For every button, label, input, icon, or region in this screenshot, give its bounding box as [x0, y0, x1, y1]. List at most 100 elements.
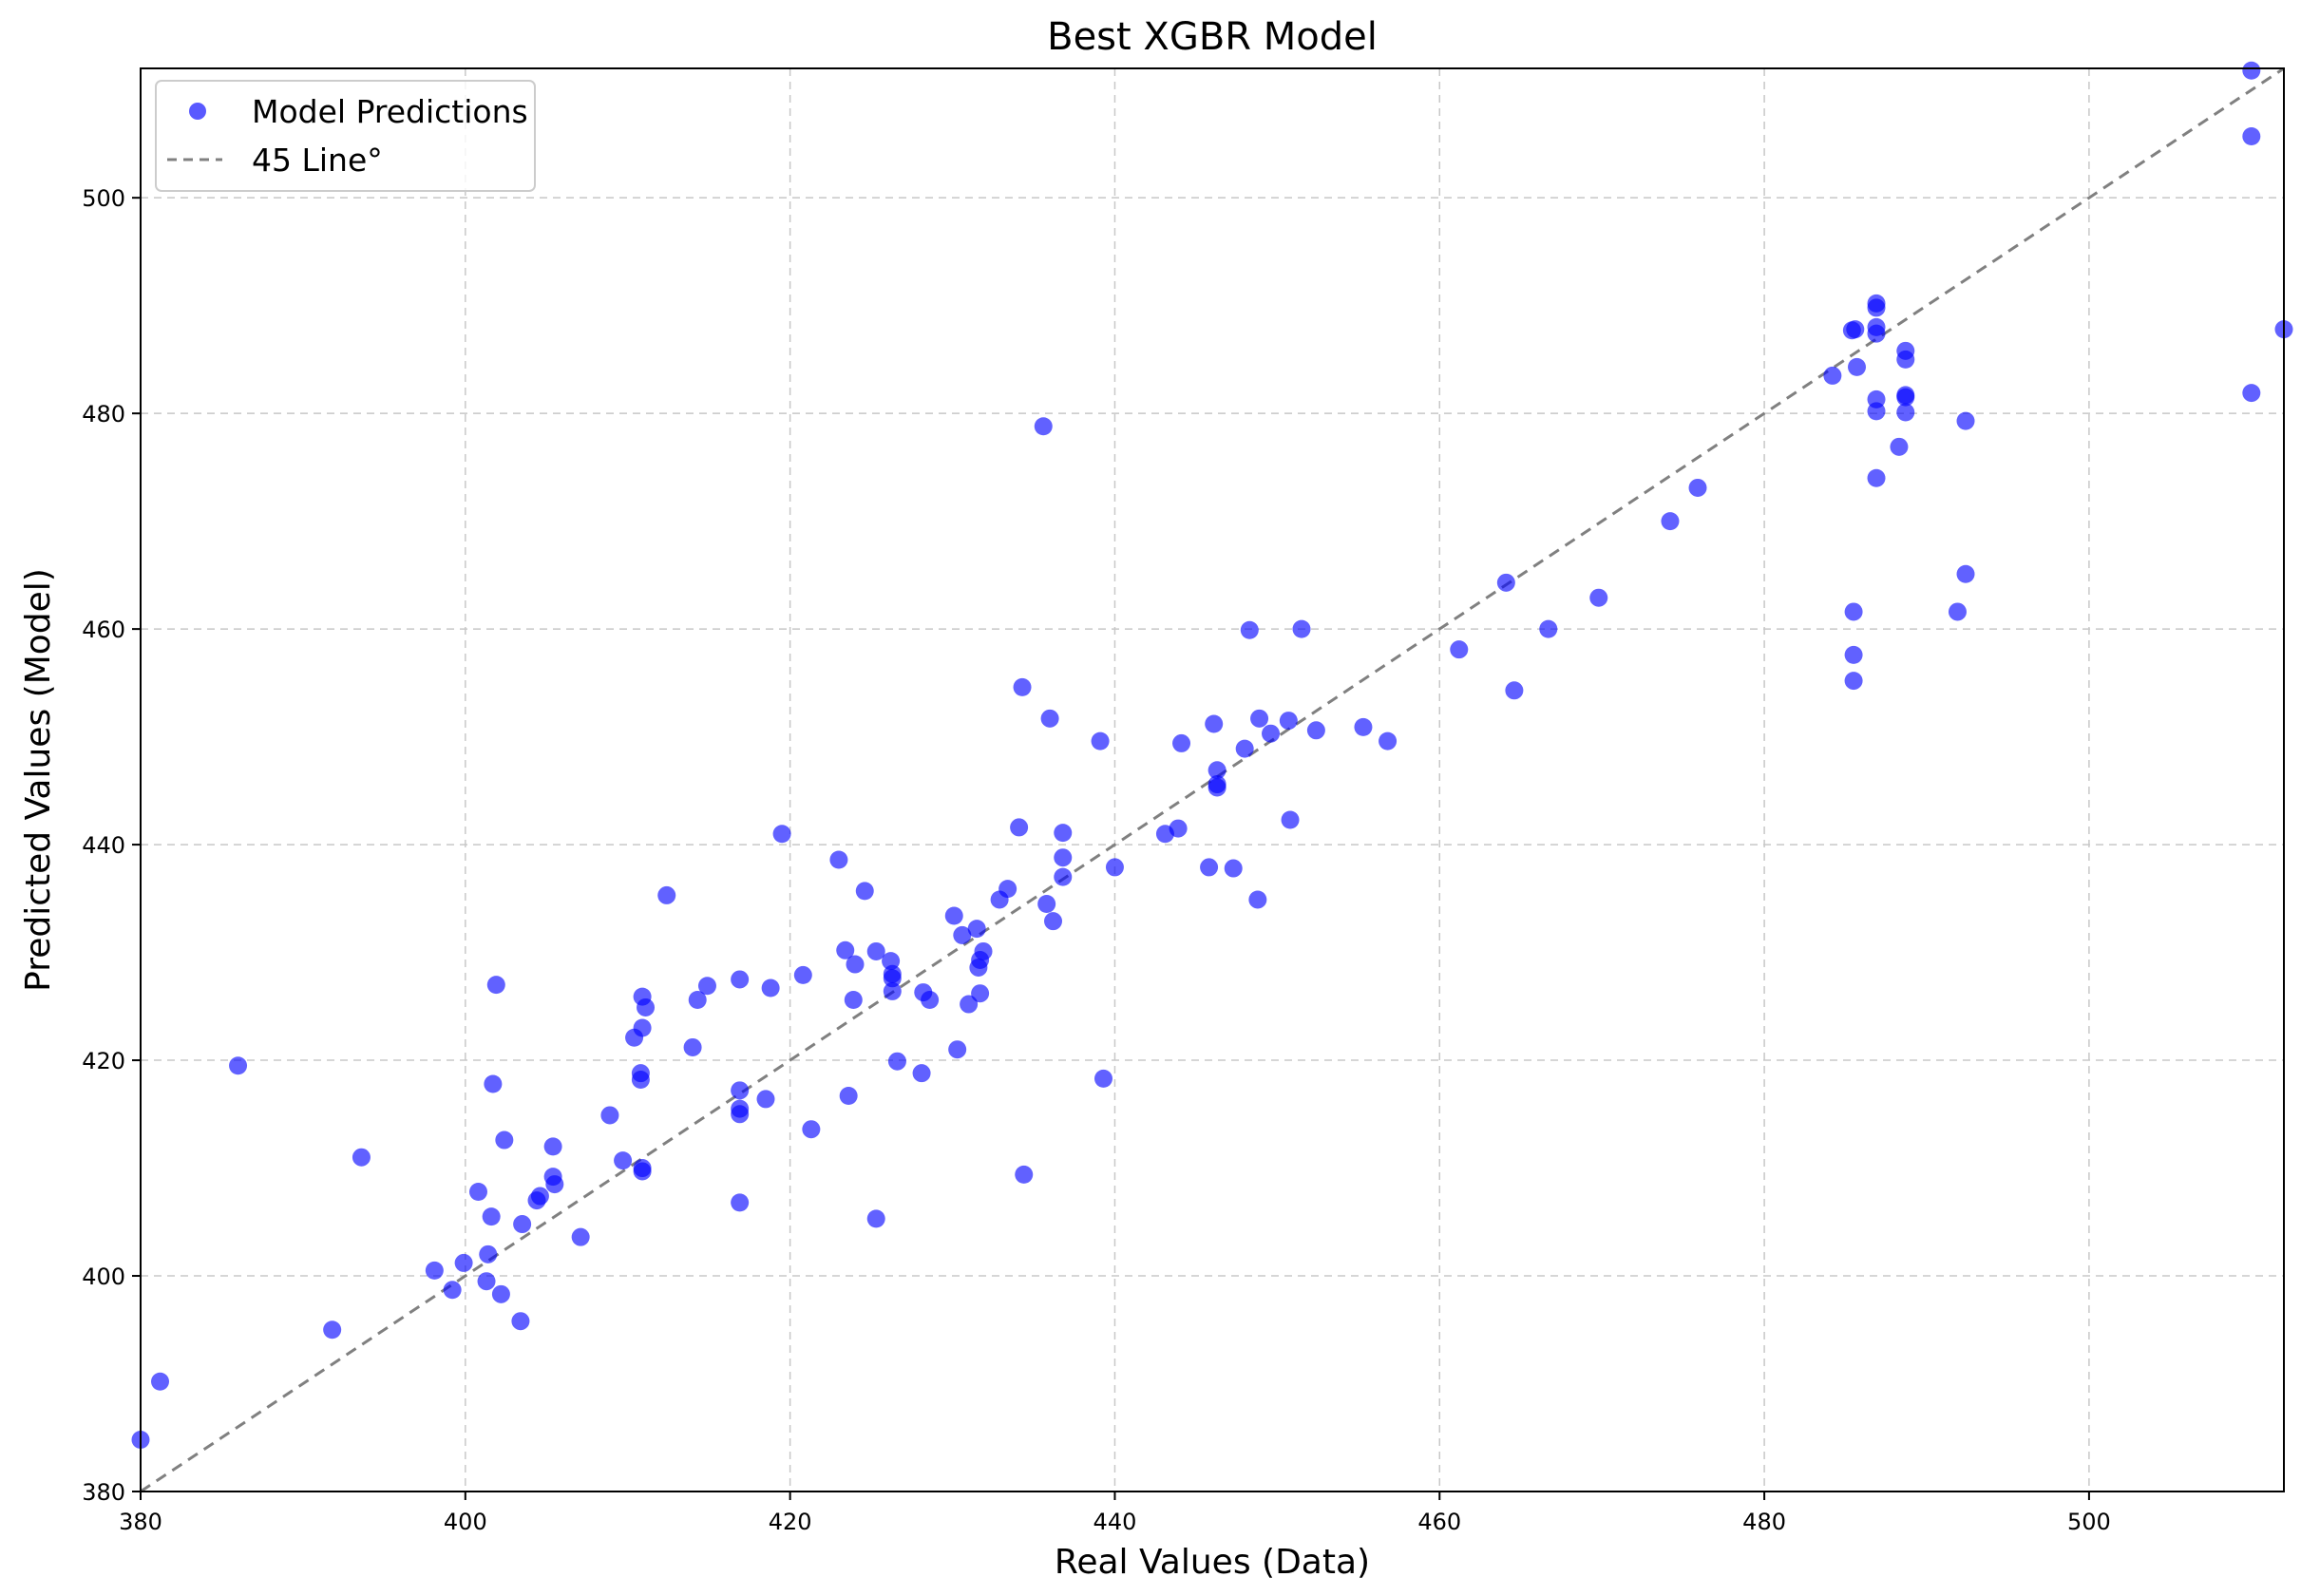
data-point: [1890, 437, 1909, 456]
data-point: [1240, 620, 1259, 639]
data-point: [866, 941, 885, 960]
data-point: [1896, 386, 1915, 405]
data-point: [1208, 775, 1227, 794]
data-point: [1661, 512, 1680, 531]
data-point: [1262, 724, 1281, 743]
data-point: [1948, 602, 1967, 621]
data-point: [1896, 341, 1915, 360]
x-tick-label: 400: [444, 1509, 487, 1535]
y-tick-label: 460: [82, 617, 125, 643]
data-point: [443, 1281, 462, 1300]
data-point: [468, 1183, 487, 1202]
data-point: [1224, 859, 1243, 878]
data-point: [530, 1187, 549, 1206]
y-tick-label: 400: [82, 1264, 125, 1290]
data-point: [1844, 672, 1863, 691]
data-point: [1279, 712, 1298, 731]
data-point: [1091, 732, 1110, 750]
y-tick-label: 420: [82, 1048, 125, 1074]
data-point: [1208, 761, 1227, 780]
data-point: [1956, 564, 1975, 583]
grid-lines: [141, 68, 2284, 1492]
data-point: [836, 940, 855, 960]
data-point: [614, 1151, 633, 1170]
data-point: [1281, 810, 1300, 829]
data-point: [633, 1018, 652, 1037]
data-point: [1846, 320, 1865, 339]
data-point: [1054, 824, 1073, 843]
data-point: [151, 1372, 170, 1391]
data-point: [697, 977, 716, 996]
data-point: [912, 1064, 931, 1083]
x-tick-label: 380: [119, 1509, 162, 1535]
data-point: [1105, 858, 1124, 877]
data-point: [1015, 1165, 1034, 1184]
data-point: [323, 1320, 342, 1340]
data-point: [2242, 61, 2261, 80]
data-point: [683, 1037, 702, 1056]
data-point: [545, 1175, 564, 1194]
x-tick-label: 440: [1093, 1509, 1137, 1535]
data-point: [731, 970, 750, 989]
data-point: [1450, 640, 1469, 659]
data-point: [482, 1207, 501, 1226]
data-point: [974, 941, 993, 960]
data-point: [352, 1148, 371, 1167]
data-point: [1248, 890, 1267, 909]
data-point: [600, 1106, 619, 1125]
data-point: [846, 955, 865, 974]
data-point: [772, 825, 791, 844]
x-tick-label: 420: [769, 1509, 812, 1535]
data-point: [479, 1244, 498, 1264]
data-point: [543, 1137, 562, 1156]
data-point: [866, 1209, 885, 1228]
data-point: [229, 1056, 248, 1075]
legend-label-45-line: 45 Line°: [252, 142, 383, 179]
data-point: [1505, 681, 1524, 700]
y-tick-label: 380: [82, 1479, 125, 1506]
data-point: [948, 1040, 967, 1059]
x-axis-ticks: 380 400 420 440 460 480 500: [119, 1492, 2111, 1535]
reference-line-layer: [140, 66, 2285, 1493]
y-tick-label: 440: [82, 832, 125, 859]
data-point: [425, 1261, 444, 1280]
data-point: [2242, 126, 2261, 145]
data-point: [1040, 709, 1059, 728]
data-point: [1200, 858, 1219, 877]
data-point: [1496, 573, 1515, 592]
reference-line-45: [140, 66, 2285, 1493]
data-point: [731, 1193, 750, 1212]
data-point: [1379, 732, 1398, 750]
data-point: [1844, 602, 1863, 621]
data-point: [855, 882, 874, 901]
data-point: [1354, 717, 1373, 736]
data-point: [998, 880, 1017, 899]
data-point: [1956, 411, 1975, 430]
legend-box: [155, 80, 536, 192]
chart-title: Best XGBR Model: [1047, 15, 1378, 59]
x-tick-label: 460: [1417, 1509, 1461, 1535]
data-point: [802, 1120, 821, 1139]
data-point: [688, 991, 707, 1010]
y-axis-title: Predicted Values (Model): [19, 568, 58, 992]
data-point: [1688, 478, 1707, 497]
y-axis-ticks: 380 400 420 440 460 480 500: [82, 185, 141, 1506]
x-axis-title: Real Values (Data): [1055, 1543, 1370, 1582]
data-point: [477, 1272, 496, 1291]
data-point: [1250, 709, 1269, 728]
data-point: [1037, 895, 1056, 914]
data-point: [1539, 619, 1558, 638]
data-point: [491, 1284, 510, 1303]
data-point: [839, 1087, 858, 1106]
legend-marker-model-predictions: [189, 103, 206, 120]
data-point: [944, 906, 963, 925]
data-point: [971, 984, 990, 1003]
data-point: [1044, 912, 1063, 931]
data-point: [571, 1227, 590, 1246]
data-point: [883, 964, 902, 983]
y-tick-label: 500: [82, 185, 125, 212]
data-point: [1867, 317, 1886, 336]
data-point: [454, 1253, 473, 1272]
data-point: [1093, 1069, 1112, 1088]
